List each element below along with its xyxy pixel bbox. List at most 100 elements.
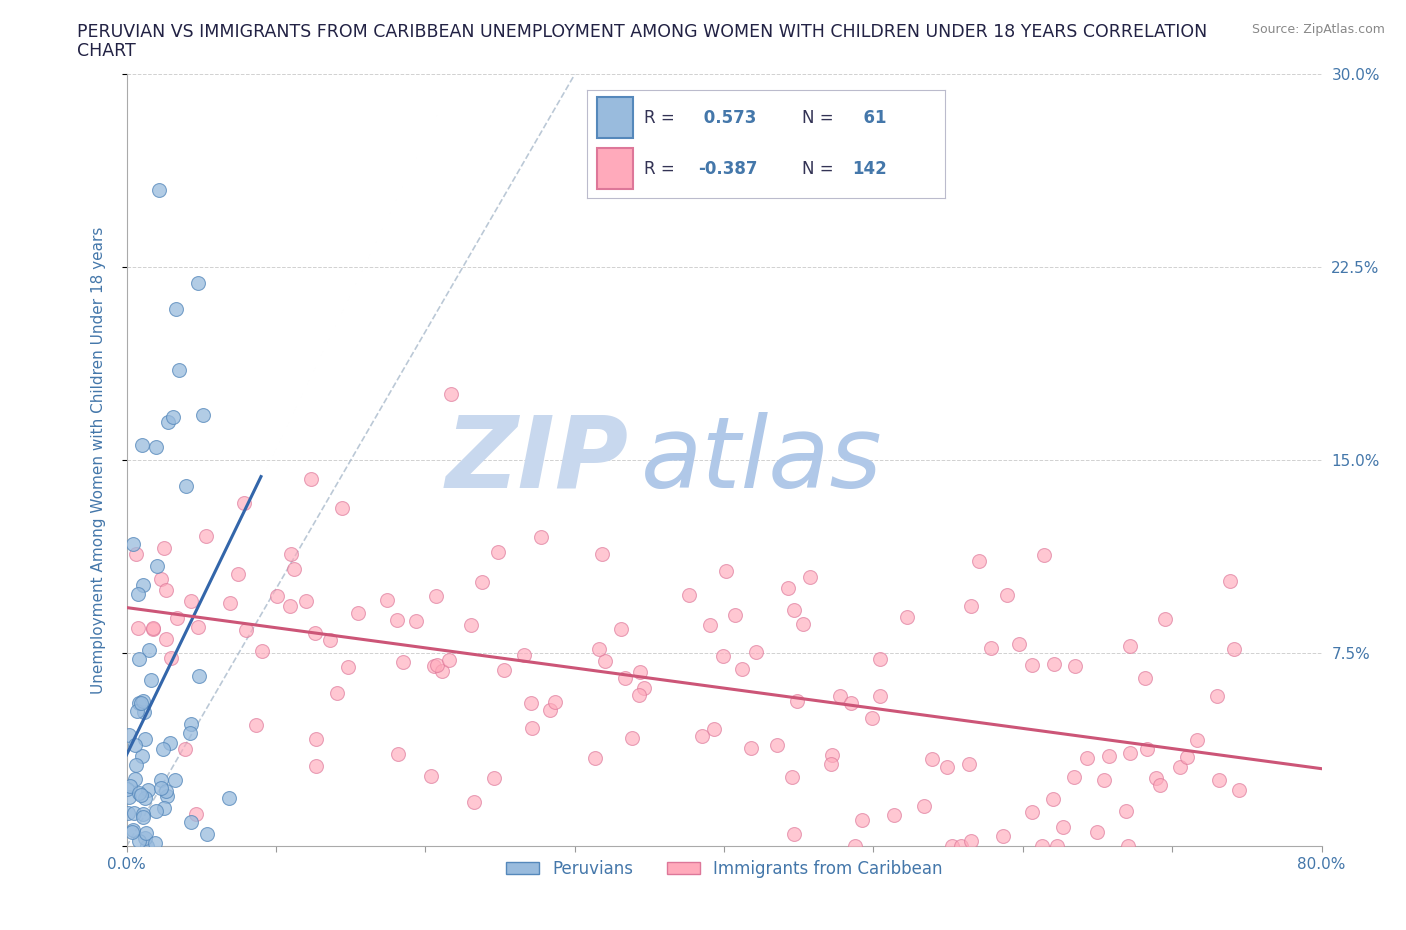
Point [195, 826, 218, 841]
Point [799, 570, 821, 585]
Point [299, 472, 322, 486]
Point [153, 801, 176, 816]
Point [699, 618, 721, 632]
Point [1175, 749, 1198, 764]
Point [1043, 657, 1066, 671]
Point [128, 651, 150, 666]
Point [134, 830, 156, 845]
Point [828, 688, 851, 703]
Point [346, 606, 368, 621]
Point [250, 644, 273, 658]
Point [278, 598, 301, 613]
Point [678, 588, 700, 603]
Point [226, 566, 249, 581]
Point [134, 790, 156, 805]
Point [165, 301, 187, 316]
Point [156, 789, 179, 804]
Point [896, 609, 918, 624]
Point [136, 839, 159, 854]
Point [1170, 760, 1192, 775]
Point [1119, 639, 1142, 654]
Point [184, 806, 207, 821]
Point [387, 746, 409, 761]
Legend: Peruvians, Immigrants from Caribbean: Peruvians, Immigrants from Caribbean [499, 853, 949, 884]
Point [766, 737, 789, 752]
Point [125, 758, 148, 773]
Point [960, 599, 983, 614]
Point [1046, 839, 1069, 854]
Point [1136, 741, 1159, 756]
Point [723, 607, 745, 622]
Point [588, 642, 610, 657]
Point [437, 652, 460, 667]
Point [305, 759, 328, 774]
Point [155, 631, 177, 646]
Point [280, 547, 302, 562]
Point [1076, 751, 1098, 765]
Point [921, 751, 943, 766]
Point [127, 620, 149, 635]
Point [1206, 688, 1229, 703]
Point [391, 655, 413, 670]
Point [426, 658, 449, 673]
Point [187, 620, 209, 635]
Point [132, 694, 155, 709]
Point [195, 528, 218, 543]
Point [783, 827, 806, 842]
Point [783, 603, 806, 618]
Point [703, 722, 725, 737]
Point [883, 808, 905, 823]
Point [132, 705, 155, 720]
Point [980, 640, 1002, 655]
Point [1008, 637, 1031, 652]
Point [860, 711, 883, 725]
Point [839, 696, 862, 711]
Point [174, 479, 197, 494]
Point [591, 547, 613, 562]
Y-axis label: Unemployment Among Women with Children Under 18 years: Unemployment Among Women with Children U… [91, 227, 105, 694]
Point [122, 537, 145, 551]
Point [121, 825, 143, 840]
Point [1227, 782, 1250, 797]
Point [180, 815, 202, 830]
Point [1032, 547, 1054, 562]
Point [430, 664, 453, 679]
Point [991, 829, 1014, 844]
Point [786, 693, 808, 708]
Point [128, 696, 150, 711]
Point [165, 772, 187, 787]
Point [148, 182, 170, 198]
Point [995, 587, 1018, 602]
Point [1092, 773, 1115, 788]
Point [141, 621, 163, 636]
Point [869, 688, 891, 703]
Point [149, 572, 172, 587]
Point [125, 547, 148, 562]
Point [157, 414, 180, 429]
Point [745, 644, 768, 659]
Point [959, 834, 981, 849]
Point [159, 736, 181, 751]
Point [167, 363, 190, 378]
Point [131, 749, 153, 764]
Point [115, 781, 138, 796]
Point [792, 617, 814, 631]
Point [844, 839, 866, 854]
Point [1223, 642, 1246, 657]
Point [1052, 819, 1074, 834]
Point [463, 795, 485, 810]
Point [460, 618, 482, 632]
Point [180, 717, 202, 732]
Point [124, 737, 146, 752]
Point [425, 589, 447, 604]
Point [529, 529, 551, 544]
Point [869, 651, 891, 666]
Point [138, 643, 160, 658]
Point [1063, 769, 1085, 784]
Point [191, 407, 214, 422]
Point [232, 496, 254, 511]
Point [375, 592, 398, 607]
Point [519, 696, 541, 711]
Point [118, 790, 141, 804]
Point [613, 671, 636, 685]
